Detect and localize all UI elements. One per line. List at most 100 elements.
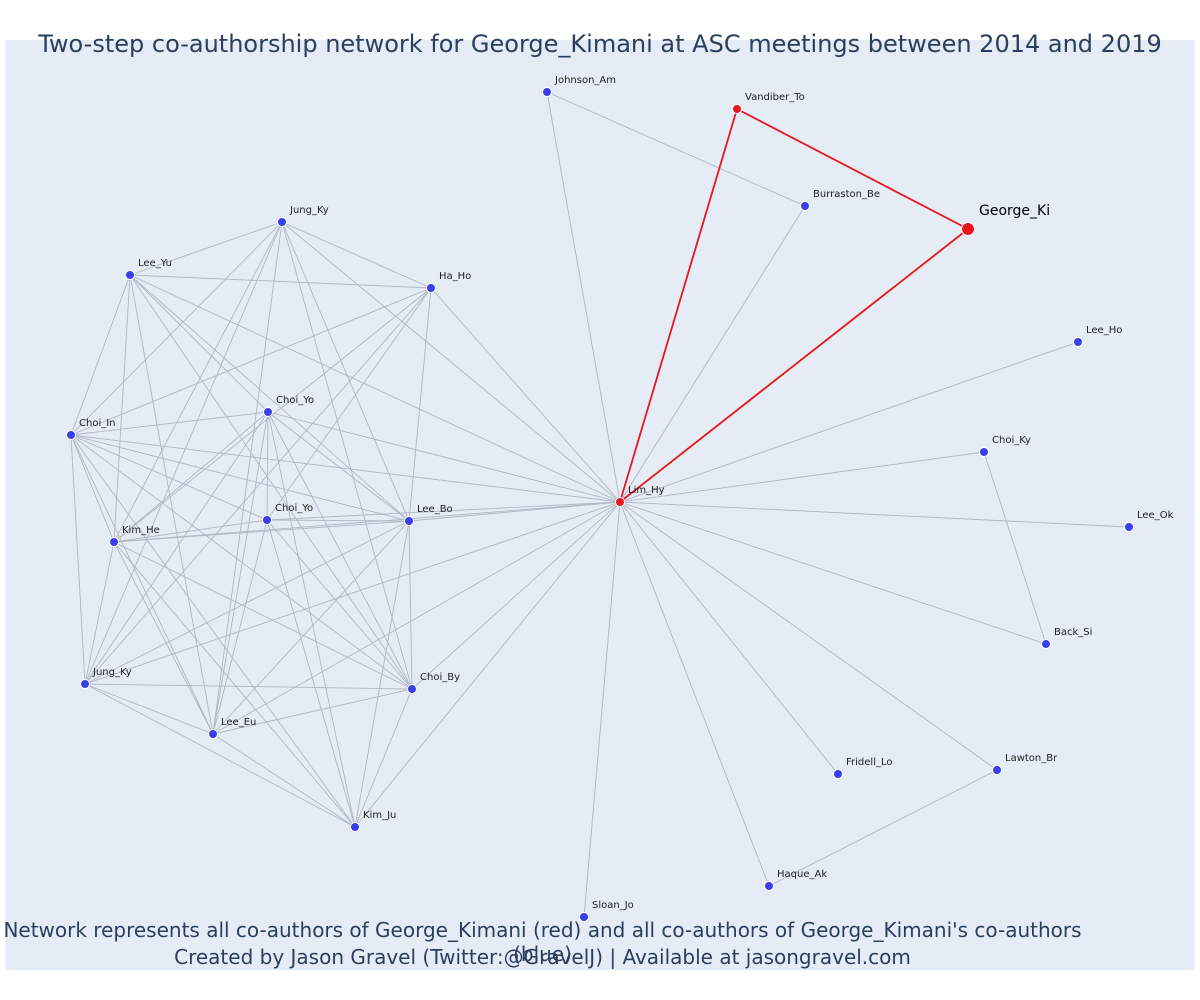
edge-lim-fridell [619,501,839,775]
node-leeok[interactable] [1124,522,1134,532]
edges-layer [70,91,1130,918]
node-lawton[interactable] [992,765,1002,775]
edge-lim-jungky1 [281,221,621,503]
edge-choiin-choiyo1 [70,411,269,436]
node-label-choiby: Choi_By [420,672,460,683]
edge-leebo-leeeu [212,520,410,735]
caption-credit: Created by Jason Gravel (Twitter:@Gravel… [174,945,911,969]
node-leebo[interactable] [404,516,414,526]
node-choiyo2[interactable] [262,515,272,525]
edge-lim-leeok [619,501,1130,528]
node-label-choiyo1: Choi_Yo [276,395,314,406]
node-vandiber[interactable] [732,104,742,114]
edge-choiyo1-kimhe [113,411,269,543]
edge-lim-kimhe [113,501,621,543]
edge-lim-jungky2 [84,501,621,685]
node-label-choiky: Choi_Ky [992,435,1031,446]
node-label-kimhe: Kim_He [122,525,160,536]
edge-leebo-jungky2 [84,520,410,685]
node-leeho[interactable] [1073,337,1083,347]
node-label-leeyu: Lee_Yu [138,258,172,269]
edge-choiky-backsi [983,451,1047,645]
node-fridell[interactable] [833,769,843,779]
node-jungky1[interactable] [277,217,287,227]
edge-choiyo2-kimhe [113,519,268,543]
node-choiyo1[interactable] [263,407,273,417]
edge-leeyu-choiby [129,274,413,690]
edge-lim-sloan [583,501,621,918]
edge-leeeu-choiby [212,688,413,735]
edge-lim-choiyo2 [266,501,621,521]
node-jungky2[interactable] [80,679,90,689]
node-label-lim: Lim_Hy [628,485,665,496]
node-label-sloan: Sloan_Jo [592,900,634,911]
edge-choiby-kimju [354,688,413,828]
edge-leeyu-haho [129,274,432,289]
node-choiky[interactable] [979,447,989,457]
node-label-johnson: Johnson_Am [554,75,616,86]
edge-lim-leeeu [212,501,621,735]
focal-edge-george-vandiber [736,108,969,230]
node-haque[interactable] [764,881,774,891]
edge-choiin-kimju [70,434,356,828]
edge-leeyu-leeeu [129,274,214,735]
node-leeeu[interactable] [208,729,218,739]
node-label-jungky1: Jung_Ky [289,205,329,216]
edge-choiin-choiyo2 [70,434,268,521]
edge-jungky2-leeeu [84,683,214,735]
node-backsi[interactable] [1041,639,1051,649]
edge-leebo-kimhe [113,520,410,543]
edge-jungky1-jungky2 [84,221,283,685]
edge-burraston-lim [619,205,806,503]
nodes-layer: George_Ki Vandiber_To Lim_Hy Johnson_Am Burr… [66,75,1174,922]
edge-lim-haho [430,287,621,503]
edge-lim-leeho [619,341,1079,503]
focal-edges-layer [619,108,969,503]
plot-area [5,40,1195,970]
node-lim[interactable] [615,497,625,507]
node-label-burraston: Burraston_Be [813,189,880,200]
node-label-haho: Ha_Ho [439,271,471,282]
edge-jungky1-leebo [281,221,410,522]
node-johnson[interactable] [542,87,552,97]
edge-lim-haque [619,501,770,887]
edge-haho-jungky2 [84,287,432,685]
edge-lawton-haque [768,769,998,887]
edge-jungky1-haho [281,221,432,289]
edge-choiyo2-leeeu [212,519,268,735]
edge-leeyu-choiin [70,274,131,436]
edge-choiin-leebo [70,434,410,522]
edge-jungky2-choiby [84,683,413,690]
focal-edge-george-lim [619,228,969,503]
edge-jungky1-leeyu [129,221,283,276]
node-sloan[interactable] [579,912,589,922]
edge-choiin-leeeu [70,434,214,735]
edge-choiyo2-leebo [266,519,410,522]
node-label-backsi: Back_Si [1054,627,1092,638]
node-choiin[interactable] [66,430,76,440]
edge-kimhe-leeeu [113,541,214,735]
node-kimhe[interactable] [109,537,119,547]
edge-jungky1-choiin [70,221,283,436]
node-label-george: George_Ki [979,203,1050,219]
node-george[interactable] [961,222,975,236]
node-label-lawton: Lawton_Br [1005,753,1058,764]
node-burraston[interactable] [800,201,810,211]
edge-choiin-jungky2 [70,434,86,685]
node-haho[interactable] [426,283,436,293]
edge-jungky1-leeeu [212,221,283,735]
edge-leebo-choiby [408,520,413,690]
edge-kimhe-choiby [113,541,413,690]
edge-jungky1-choiby [281,221,413,690]
edge-leeeu-kimju [212,733,356,828]
edge-lim-lawton [619,501,998,771]
edge-lim-choiyo1 [267,411,621,503]
caption-description: Network represents all co-authors of Geo… [3,918,1082,966]
node-choiby[interactable] [407,684,417,694]
edge-haho-choiyo2 [266,287,432,521]
node-label-leebo: Lee_Bo [417,504,453,515]
node-kimju[interactable] [350,822,360,832]
edge-haho-choiin [70,287,432,436]
node-leeyu[interactable] [125,270,135,280]
edge-choiyo1-choiby [267,411,413,690]
